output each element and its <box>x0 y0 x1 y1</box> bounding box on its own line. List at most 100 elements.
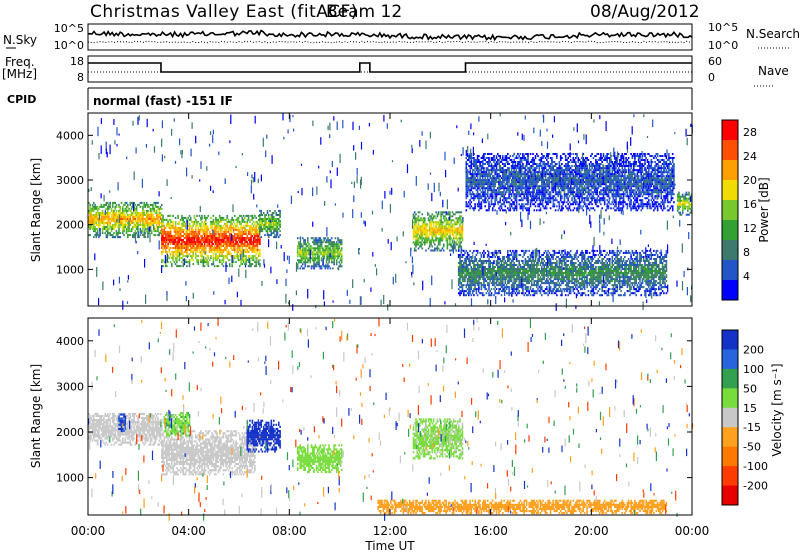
echo-cell <box>223 228 226 231</box>
echo-cell <box>225 230 227 233</box>
echo-cell <box>217 218 220 221</box>
echo-cell <box>256 245 259 247</box>
echo-cell <box>523 254 525 256</box>
echo-cell <box>150 224 153 226</box>
echo-cell <box>603 290 606 293</box>
echo-cell <box>130 201 133 204</box>
echo-cell <box>218 237 221 239</box>
echo-cell <box>601 288 603 291</box>
echo-cell <box>212 247 215 249</box>
echo-cell <box>207 241 210 243</box>
echo-cell <box>461 231 464 234</box>
echo-cell <box>213 230 216 233</box>
echo-cell <box>261 230 264 233</box>
echo-cell <box>265 224 267 226</box>
echo-cell <box>556 294 558 297</box>
echo-cell <box>181 228 183 231</box>
echo-cell <box>265 214 267 216</box>
echo-cell <box>96 220 99 222</box>
echo-cell <box>495 249 498 252</box>
echo-cell <box>161 241 163 243</box>
echo-cell <box>153 207 155 210</box>
echo-cell <box>533 266 536 268</box>
echo-cell <box>173 230 176 233</box>
echo-cell <box>239 230 241 233</box>
echo-cell <box>90 218 93 220</box>
echo-cell <box>340 249 343 252</box>
echo-cell <box>537 262 539 264</box>
echo-cell <box>164 226 167 229</box>
echo-cell <box>96 214 99 216</box>
echo-cell <box>106 205 109 208</box>
echo-cell <box>101 205 104 208</box>
echo-cell <box>93 209 95 212</box>
echo-cell <box>255 233 257 235</box>
echo-cell <box>593 282 596 285</box>
echo-cell <box>210 216 212 219</box>
echo-cell <box>460 245 463 248</box>
echo-cell <box>208 233 211 235</box>
echo-cell <box>598 256 601 258</box>
echo-cell <box>93 226 95 228</box>
echo-cell <box>174 249 177 251</box>
echo-cell <box>177 265 179 268</box>
echo-cell <box>251 259 254 262</box>
echo-cell <box>218 245 221 247</box>
echo-cell <box>206 230 208 233</box>
echo-cell <box>334 237 337 240</box>
echo-cell <box>162 216 164 219</box>
echo-cell <box>96 216 99 218</box>
echo-cell <box>232 255 235 258</box>
echo-cell <box>256 251 259 253</box>
echo-cell <box>239 239 241 241</box>
echo-cell <box>578 276 581 279</box>
echo-cell <box>551 292 553 295</box>
echo-cell <box>212 235 215 237</box>
echo-cell <box>327 263 329 266</box>
echo-cell <box>234 237 236 239</box>
echo-cell <box>203 243 206 245</box>
echo-cell <box>119 232 122 235</box>
echo-cell <box>161 226 163 229</box>
echo-cell <box>473 290 475 293</box>
echo-cell <box>213 220 216 223</box>
echo-cell <box>498 262 500 264</box>
echo-cell <box>179 265 182 268</box>
echo-cell <box>182 235 184 237</box>
echo-cell <box>174 220 177 223</box>
echo-cell <box>236 224 239 227</box>
echo-cell <box>254 247 256 249</box>
echo-cell <box>205 230 207 233</box>
echo-cell <box>420 217 422 220</box>
echo-cell <box>235 239 237 241</box>
echo-cell <box>559 254 562 256</box>
echo-cell <box>491 264 494 266</box>
echo-cell <box>122 220 124 222</box>
echo-cell <box>212 220 215 223</box>
echo-cell <box>157 218 159 220</box>
echo-cell <box>183 245 186 247</box>
echo-cell <box>510 280 513 283</box>
echo-cell <box>193 216 196 219</box>
echo-cell <box>571 256 573 258</box>
echo-cell <box>612 286 615 289</box>
echo-cell <box>144 228 147 230</box>
echo-cell <box>161 251 163 253</box>
echo-cell <box>189 241 192 243</box>
echo-cell <box>503 256 505 258</box>
echo-cell <box>119 209 122 212</box>
echo-cell <box>192 228 194 231</box>
echo-cell <box>573 258 576 260</box>
echo-cell <box>189 245 192 247</box>
echo-cell <box>576 288 578 291</box>
echo-cell <box>334 257 337 260</box>
echo-cell <box>103 203 105 206</box>
echo-cell <box>251 263 254 266</box>
echo-cell <box>483 249 485 252</box>
echo-cell <box>176 259 178 262</box>
echo-cell <box>231 218 233 221</box>
echo-cell <box>88 222 90 224</box>
echo-cell <box>182 218 184 221</box>
echo-cell <box>108 218 110 220</box>
echo-cell <box>206 228 208 231</box>
